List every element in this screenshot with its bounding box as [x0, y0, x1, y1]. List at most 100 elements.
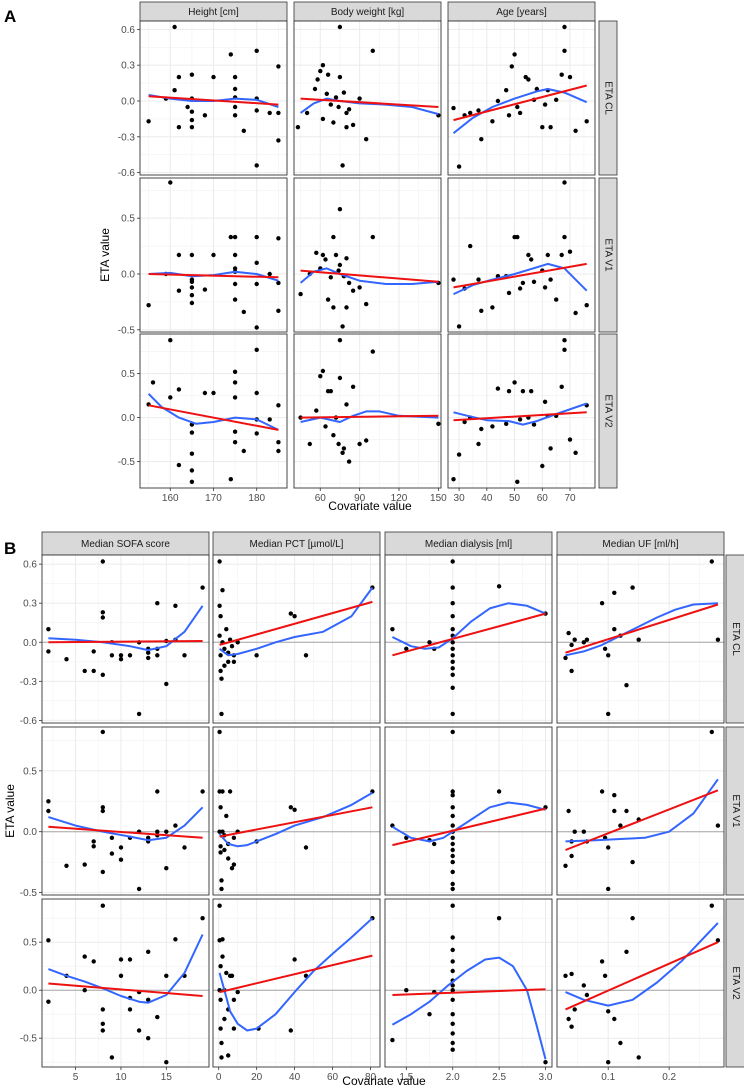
panel-a-facet-r2-c1-point-11	[189, 300, 195, 306]
panel-a-facet-r1-c3-point-18	[534, 86, 539, 92]
panel-b-facet-r2-c3	[384, 726, 553, 896]
panel-a-facet-r2-c3-point-24	[562, 180, 567, 185]
panel-a-facet-r2-c3-border	[447, 177, 596, 333]
panel-b-facet-r3-c3-point-14	[450, 1012, 455, 1017]
panel-b-facet-r1-c2-point-17	[229, 644, 235, 649]
panel-b-facet-r3-c2-xtick-label: 0	[216, 1072, 222, 1083]
panel-a-facet-r1-c2-point-11	[331, 120, 336, 125]
panel-b-facet-r3-c2-linear-fit-line	[219, 954, 373, 994]
panel-b-facet-r2-c3-point-5	[450, 729, 455, 735]
panel-a-facet-r2-c3-point-28	[584, 303, 589, 308]
panel-b-facet-r2-c2-point-24	[303, 845, 309, 850]
panel-b-facet-r2-c1-point-1	[46, 799, 51, 804]
panel-b-facet-r1-c2-loess-line	[218, 587, 374, 657]
panel-b-facet-r1-c4-point-10	[606, 653, 611, 658]
panel-b-facet-r1-c4-point-13	[612, 627, 617, 632]
panel-b-facet-r3-c4: 0.1 0.2	[556, 898, 725, 1083]
panel-b-facet-r3-c3-point-3	[427, 1012, 432, 1017]
panel-a-facet-r3-c1-point-18	[232, 429, 238, 434]
panel-b-facet-r1-c1-border	[41, 554, 210, 724]
panel-b-facet-r1-c1-point-3	[64, 657, 69, 662]
panel-a-facet-r1-c1-point-27	[276, 64, 281, 69]
panel-a-facet-r3-c3-point-11	[512, 380, 517, 385]
panel-a-facet-r1-c3-point-13	[515, 104, 520, 110]
panel-a-facet-r3-c3-point-19	[542, 399, 548, 404]
panel-b-facet-r1-c4-point-4	[569, 668, 574, 674]
panel-b-facet-r3-c4-point-10	[606, 1009, 611, 1014]
panel-a-facet-r1-c3-point-29	[584, 119, 589, 124]
panel-a-facet-r2-c3-point-10	[506, 290, 512, 296]
panel-b-facet-r3-c4-linear-fit-line	[565, 941, 719, 1011]
panel-b-facet-r3-c3-point-19	[496, 916, 502, 921]
panel-a-facet-r1-c1-point-7	[185, 104, 190, 110]
panel-a-facet-r3-c1-point-22	[254, 390, 259, 396]
panel-b-facet-r1-c4-point-5	[572, 637, 577, 642]
panel-a-facet-r2-c2	[293, 177, 442, 333]
panel-b-facet-r3-c3-point-7	[450, 947, 455, 953]
panel-b-facet-r2-c1-linear-fit-line	[48, 825, 203, 839]
panel-a-facet-r3-c2-point-8	[328, 389, 333, 394]
panel-a-facet-r1-c1-point-1	[146, 119, 151, 124]
panel-a-facet-r3-c3-point-25	[562, 347, 567, 352]
panel-a-facet-r3-c1-point-8	[189, 430, 195, 435]
panel-b-facet-r1-c3-point-19	[496, 584, 502, 589]
panel-a-facet-r2-c3-point-7	[490, 305, 495, 310]
panel-a-facet-r3-c3-point-2	[456, 452, 462, 457]
panel-a-facet-r1-c1-point-28	[276, 110, 281, 116]
panel-a-facet-r1-c1-ytick-label: 0.0	[121, 96, 135, 107]
panel-a-facet-r3-c2-point-9	[331, 433, 336, 438]
panel-a-facet-r2-c3-point-14	[520, 280, 526, 286]
panel-a-facet-r1-c1-point-16	[232, 74, 238, 80]
panel-a-strip-row-1	[598, 20, 618, 176]
panel-b-facet-r2-c3-point-4	[432, 841, 437, 847]
panel-b-facet-r2-c1-border	[41, 726, 210, 896]
panel-b-facet-r2-c2-border	[212, 726, 381, 896]
panel-b-facet-r2-c1-point-13	[118, 845, 124, 850]
panel-b-facet-r2-c2-point-14	[226, 856, 231, 861]
panel-b-facet-r3-c2-point-8	[219, 1055, 224, 1060]
panel-a-facet-r2-c3-point-25	[562, 234, 567, 240]
panel-b-facet-r2-c2-point-4	[218, 805, 223, 810]
panel-a-facet-r3-c3-point-26	[567, 437, 573, 442]
panel-a-facet-r1-c2-point-16	[340, 163, 345, 168]
panel-b-facet-r1-c1-point-6	[91, 649, 96, 654]
panel-a-strip-label-row-2: ETA V1	[602, 238, 613, 272]
panel-b-facet-r2-c2-point-18	[231, 862, 237, 867]
panel-b-facet-r1-c3-point-14	[450, 659, 455, 664]
panel-b-facet-r2-c2-point-8	[219, 886, 224, 892]
panel-b-facet-r1-c2-point-19	[231, 659, 237, 664]
panel-b-facet-r3-c1-point-23	[164, 973, 169, 978]
panel-a-facet-r1-c3-point-2	[456, 164, 462, 169]
panel-a-facet-r3-c2-point-5	[320, 368, 326, 374]
panel-b-facet-r3-c1-ytick-label: 0.5	[23, 938, 37, 949]
panel-a-facet-r1-c1-point-22	[254, 48, 259, 53]
panel-a-facet-r3-c1-point-28	[276, 448, 281, 454]
panel-b-facet-r1-c3-linear-fit-line	[392, 612, 546, 657]
panel-b-facet-r3-c1-border	[41, 898, 210, 1068]
panel-b-facet-r3-c4-point-17	[709, 903, 714, 908]
panel-b-facet-r1-c1-point-8	[100, 610, 106, 615]
panel-b-facet-r3-c4-point-12	[612, 1016, 617, 1022]
panel-a-facet-r2-c1-point-28	[276, 280, 281, 286]
panel-a-facet-r3-c2-point-22	[436, 421, 441, 426]
panel-b-facet-r3-c2-point-18	[231, 997, 237, 1002]
panel-a-facet-r3-c1-point-24	[254, 431, 259, 436]
panel-a-facet-r3-c3-point-24	[562, 338, 567, 343]
panel-b-facet-r3-c2-xtick-label: 40	[289, 1072, 301, 1083]
panel-a-facet-r1-c2-point-17	[341, 90, 347, 95]
panel-a-facet-r1-c1-ytick-label: 0.3	[121, 61, 135, 72]
panel-b-facet-r2-c3-background	[385, 727, 552, 895]
panel-b-facet-r3-c1-ytick-label: -0.5	[20, 1034, 38, 1045]
panel-a-facet-r1-c3-point-1	[451, 105, 456, 111]
panel-b-facet-r1-c3-point-5	[450, 559, 455, 564]
panel-a-facet-r2-c2-background	[294, 178, 441, 332]
panel-b-strip-row-1	[725, 554, 744, 724]
panel-a-facet-r2-c1-point-12	[202, 287, 208, 292]
panel-a-facet-r1-c2-point-2	[304, 110, 310, 116]
panel-a-facet-r2-c2-point-15	[340, 324, 345, 329]
panel-a-strip-label-col-1: Height [cm]	[188, 7, 239, 18]
panel-b-facet-r2-c3-point-18	[450, 881, 455, 887]
panel-b-facet-r3-c1-xtick-label: 10	[115, 1072, 127, 1083]
panel-a-facet-r2-c1-point-27	[276, 236, 281, 241]
panel-a-facet-r1-c3-point-16	[526, 77, 531, 82]
